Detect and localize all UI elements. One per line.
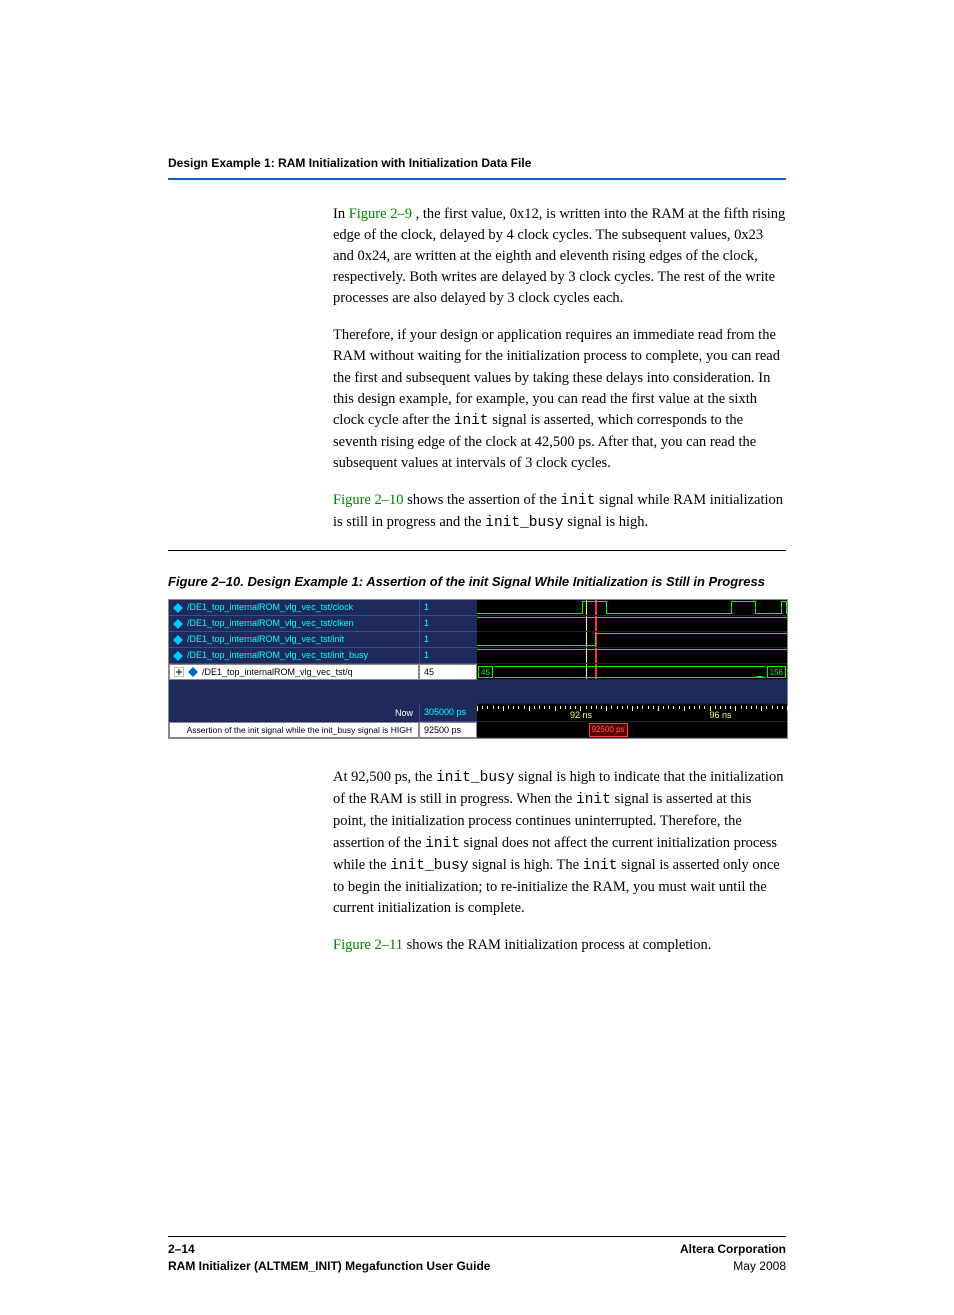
signal-row: /DE1_top_internalROM_vlg_vec_tst/clock 1 [169,600,787,616]
signal-label: /DE1_top_internalROM_vlg_vec_tst/q [202,666,353,679]
time-tick-label: 92 ns [570,709,592,722]
signal-name[interactable]: /DE1_top_internalROM_vlg_vec_tst/init [169,632,419,648]
timeline: 92 ns 96 ns [477,704,787,722]
bus-value: 156 [767,666,786,678]
static-text: signal is high. The [469,857,583,873]
signal-wave [477,600,787,616]
code-inline: init_busy [436,770,514,786]
plus-icon[interactable] [174,667,184,677]
signal-value: 1 [419,616,477,632]
code-inline: init [454,413,489,429]
signal-value: 1 [419,632,477,648]
signal-wave [477,616,787,632]
signal-row: /DE1_top_internalROM_vlg_vec_tst/q 45 45… [169,664,787,680]
now-value: 305000 ps [419,704,477,722]
cursor-value: 92500 ps [419,722,477,738]
paragraph-5: Figure 2–11 shows the RAM initialization… [333,935,786,956]
diamond-icon [173,603,183,613]
doc-date: May 2008 [680,1258,786,1275]
now-label: Now [169,704,419,722]
signal-row: /DE1_top_internalROM_vlg_vec_tst/init 1 [169,632,787,648]
cursor-track: 92500 ps [477,722,787,738]
signal-name[interactable]: /DE1_top_internalROM_vlg_vec_tst/q [169,664,419,680]
code-inline: init [583,858,618,874]
waveform-gap [169,680,787,704]
signal-label: /DE1_top_internalROM_vlg_vec_tst/clken [187,617,354,630]
signal-label: /DE1_top_internalROM_vlg_vec_tst/clock [187,601,353,614]
code-inline: init [561,493,596,509]
signal-name[interactable]: /DE1_top_internalROM_vlg_vec_tst/init_bu… [169,648,419,664]
paragraph-4: At 92,500 ps, the init_busy signal is hi… [333,767,786,918]
code-inline: init [576,792,611,808]
time-now-row: Now 305000 ps 92 ns 96 ns [169,704,787,722]
static-text: signal is high. [564,514,649,530]
diamond-icon [173,635,183,645]
signal-value: 1 [419,600,477,616]
figure-caption: Figure 2–10. Design Example 1: Assertion… [168,573,786,592]
time-tick-label: 96 ns [710,709,732,722]
figure-link[interactable]: Figure 2–9 [349,206,412,222]
signal-value: 1 [419,648,477,664]
signal-label: /DE1_top_internalROM_vlg_vec_tst/init [187,633,344,646]
code-inline: init [425,836,460,852]
blue-divider [168,178,786,180]
diamond-icon [188,667,198,677]
signal-wave [477,648,787,664]
signal-row: /DE1_top_internalROM_vlg_vec_tst/clken 1 [169,616,787,632]
cursor-marker[interactable]: 92500 ps [589,723,628,737]
cursor-row: Assertion of the init signal while the i… [169,722,787,738]
signal-name[interactable]: /DE1_top_internalROM_vlg_vec_tst/clken [169,616,419,632]
code-inline: init_busy [485,515,563,531]
signal-value: 45 [419,664,477,680]
code-inline: init_busy [390,858,468,874]
figure-link[interactable]: Figure 2–10 [333,492,403,508]
static-text: At 92,500 ps, the [333,769,436,785]
signal-row: /DE1_top_internalROM_vlg_vec_tst/init_bu… [169,648,787,664]
cursor-label: Assertion of the init signal while the i… [169,722,419,738]
signal-label: /DE1_top_internalROM_vlg_vec_tst/init_bu… [187,649,368,662]
doc-title: RAM Initializer (ALTMEM_INIT) Megafuncti… [168,1258,490,1275]
bus-value: 45 [478,666,493,678]
thin-divider [168,550,786,551]
waveform-viewer: /DE1_top_internalROM_vlg_vec_tst/clock 1… [168,599,788,739]
diamond-icon [173,619,183,629]
static-text: In [333,206,349,222]
signal-name[interactable]: /DE1_top_internalROM_vlg_vec_tst/clock [169,600,419,616]
signal-wave: 45 156 [477,664,787,680]
figure-link[interactable]: Figure 2–11 [333,937,403,953]
static-text: shows the assertion of the [403,492,560,508]
paragraph-2: Therefore, if your design or application… [333,325,786,473]
paragraph-1: In Figure 2–9 , the first value, 0x12, i… [333,204,786,309]
diamond-icon [173,651,183,661]
page-number: 2–14 [168,1241,490,1258]
page-footer: 2–14 RAM Initializer (ALTMEM_INIT) Megaf… [168,1236,786,1276]
static-text: shows the RAM initialization process at … [403,937,711,953]
signal-wave [477,632,787,648]
section-header: Design Example 1: RAM Initialization wit… [168,155,786,172]
paragraph-3: Figure 2–10 shows the assertion of the i… [333,490,786,534]
company-name: Altera Corporation [680,1241,786,1258]
